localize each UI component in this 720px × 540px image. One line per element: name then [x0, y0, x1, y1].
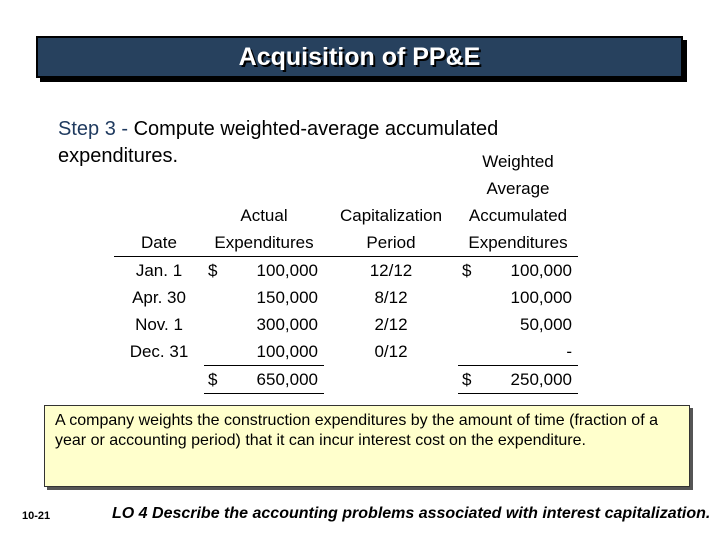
period-cell: 8/12: [374, 287, 408, 307]
header-cell: [114, 202, 204, 229]
step-text: Compute weighted-average accumulated exp…: [58, 118, 499, 167]
weighted-total: 250,000: [510, 369, 572, 389]
weighted-amount: 100,000: [510, 260, 572, 280]
header-cell: Average: [486, 178, 550, 198]
weighted-amount: 50,000: [520, 314, 572, 334]
weighted-amount: 100,000: [510, 287, 572, 307]
header-cell: [204, 175, 324, 202]
header-cell: [114, 175, 204, 202]
header-cell: [324, 175, 458, 202]
actual-amount: 300,000: [256, 314, 318, 334]
table-row: Jan. 1 $100,000 12/12 $100,000: [114, 257, 578, 285]
date-cell: Apr. 30: [132, 287, 186, 307]
slide-number: 10-21: [22, 510, 51, 522]
weighted-amount: -: [566, 341, 572, 361]
header-row-1: Weighted: [114, 148, 578, 175]
header-cell: [324, 148, 458, 175]
currency-symbol: $: [208, 369, 218, 389]
explanation-note: A company weights the construction expen…: [44, 405, 690, 487]
header-cell: Expenditures: [204, 229, 324, 257]
header-row-3: Actual Capitalization Accumulated: [114, 202, 578, 229]
header-cell: Capitalization: [339, 205, 443, 225]
period-cell: 12/12: [369, 260, 413, 280]
actual-total: 650,000: [256, 369, 318, 389]
table-row: Nov. 1 300,000 2/12 50,000: [114, 311, 578, 338]
header-cell: [204, 148, 324, 175]
total-row: $650,000 $250,000: [114, 365, 578, 394]
actual-amount: 100,000: [256, 341, 318, 361]
header-cell: [114, 148, 204, 175]
header-cell: Actual: [240, 205, 288, 225]
step-label: Step 3 -: [58, 118, 129, 140]
expenditures-table: Weighted Average Actual Capitalization A…: [114, 148, 578, 394]
actual-amount: 100,000: [256, 260, 318, 280]
currency-symbol: $: [462, 260, 472, 280]
period-cell: 0/12: [374, 341, 408, 361]
actual-amount: 150,000: [256, 287, 318, 307]
date-cell: Nov. 1: [135, 314, 183, 334]
date-cell: Jan. 1: [135, 260, 183, 280]
period-cell: 2/12: [374, 314, 408, 334]
learning-objective: LO 4 Describe the accounting problems as…: [112, 505, 711, 522]
title-bar: Acquisition of PP&E: [36, 36, 683, 78]
date-cell: Dec. 31: [129, 341, 189, 361]
header-cell: Period: [324, 229, 458, 257]
header-row-4: Date Expenditures Period Expenditures: [114, 229, 578, 257]
step-instruction: Step 3 - Compute weighted-average accumu…: [58, 116, 618, 170]
slide-title: Acquisition of PP&E: [238, 42, 481, 71]
header-cell: Weighted: [482, 151, 554, 171]
header-cell: Accumulated: [468, 205, 568, 225]
header-cell: Expenditures: [458, 229, 578, 257]
header-row-2: Average: [114, 175, 578, 202]
currency-symbol: $: [208, 260, 218, 280]
table-row: Dec. 31 100,000 0/12 -: [114, 338, 578, 366]
header-cell: Date: [114, 229, 204, 257]
table-row: Apr. 30 150,000 8/12 100,000: [114, 284, 578, 311]
currency-symbol: $: [462, 369, 472, 389]
